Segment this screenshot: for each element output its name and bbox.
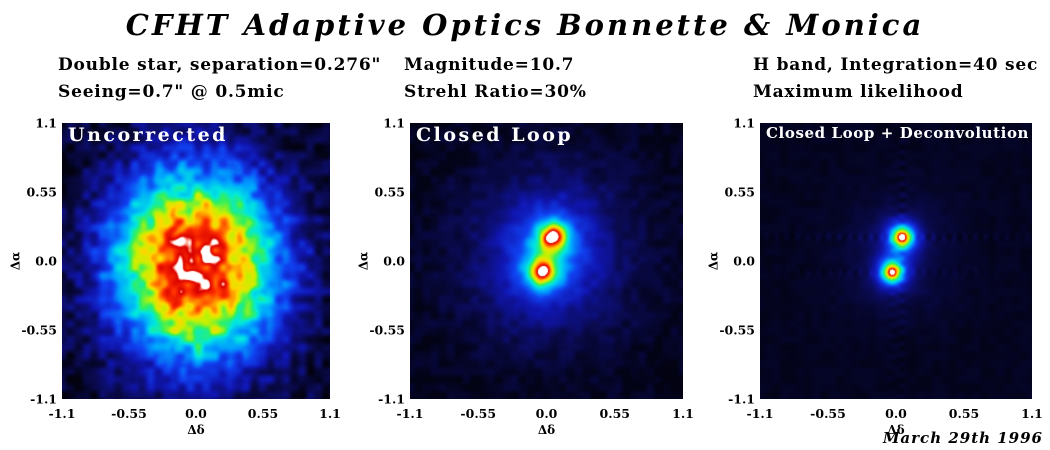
info-line-strehl: Strehl Ratio=30% (404, 82, 587, 102)
closed-loop-image (410, 123, 683, 399)
info-column-magnitude: Magnitude=10.7 Strehl Ratio=30% (404, 52, 587, 106)
y-tick: 0.55 (26, 184, 57, 200)
info-column-double-star: Double star, separation=0.276" Seeing=0.… (58, 52, 381, 106)
x-tick: 0.0 (885, 406, 907, 421)
y-tick: 0.0 (383, 253, 405, 269)
x-tick: -0.55 (111, 406, 147, 421)
info-line-magnitude: Magnitude=10.7 (404, 55, 575, 75)
panel-label-deconvolution: Closed Loop + Deconvolution (766, 124, 1030, 142)
y-tick: 1.1 (733, 115, 755, 131)
y-tick: 0.0 (35, 253, 57, 269)
x-tick: 0.55 (948, 406, 980, 421)
y-tick: 0.55 (724, 184, 755, 200)
x-tick: 0.55 (247, 406, 279, 421)
figure-date: March 29th 1996 (882, 429, 1043, 447)
info-line-band: H band, Integration=40 sec (753, 55, 1039, 75)
panel-closed-loop: Closed Loop Δα 1.1 0.55 0.0 -0.55 -1.1 -… (357, 116, 694, 438)
info-line-separation: Double star, separation=0.276" (58, 55, 382, 75)
info-column-band: H band, Integration=40 sec Maximum likel… (753, 52, 1038, 106)
y-axis-label: Δα (9, 251, 23, 271)
x-tick: -1.1 (396, 406, 424, 421)
x-axis-label: Δδ (537, 423, 556, 437)
y-axis-label: Δα (707, 251, 721, 271)
x-tick: -1.1 (48, 406, 76, 421)
panel-label-closed-loop: Closed Loop (416, 124, 574, 146)
x-tick: -0.55 (460, 406, 497, 421)
figure-title: CFHT Adaptive Optics Bonnette & Monica (125, 8, 925, 42)
y-tick: 1.1 (35, 115, 57, 131)
x-tick: 0.0 (535, 406, 558, 421)
deconvolution-image (760, 123, 1032, 399)
x-axis-label: Δδ (187, 423, 205, 437)
info-line-method: Maximum likelihood (753, 82, 964, 102)
panel-label-uncorrected: Uncorrected (68, 124, 228, 146)
y-tick: -1.1 (728, 391, 755, 407)
x-tick: 1.1 (672, 406, 694, 421)
x-tick: 0.0 (185, 406, 207, 421)
x-tick: 1.1 (1021, 406, 1043, 421)
y-tick: -0.55 (719, 322, 755, 338)
y-tick: -0.55 (369, 322, 405, 338)
x-tick: 0.55 (599, 406, 630, 421)
x-tick: -0.55 (810, 406, 846, 421)
info-line-seeing: Seeing=0.7" @ 0.5mic (58, 82, 285, 102)
uncorrected-image (62, 123, 330, 399)
x-axis-label: Δδ (887, 423, 905, 437)
y-axis-label: Δα (357, 251, 371, 271)
y-tick: 0.0 (733, 253, 755, 269)
y-tick: -1.1 (30, 391, 57, 407)
x-tick: -1.1 (746, 406, 774, 421)
x-tick: 1.1 (319, 406, 341, 421)
y-tick: -1.1 (378, 391, 405, 407)
y-tick: -0.55 (21, 322, 57, 338)
y-tick: 0.55 (374, 184, 405, 200)
panel-uncorrected: Uncorrected Δα 1.1 0.55 0.0 -0.55 -1.1 -… (9, 116, 341, 438)
y-tick: 1.1 (383, 115, 405, 131)
panel-closed-loop-deconvolution: Closed Loop + Deconvolution Δα 1.1 0.55 … (707, 116, 1043, 438)
